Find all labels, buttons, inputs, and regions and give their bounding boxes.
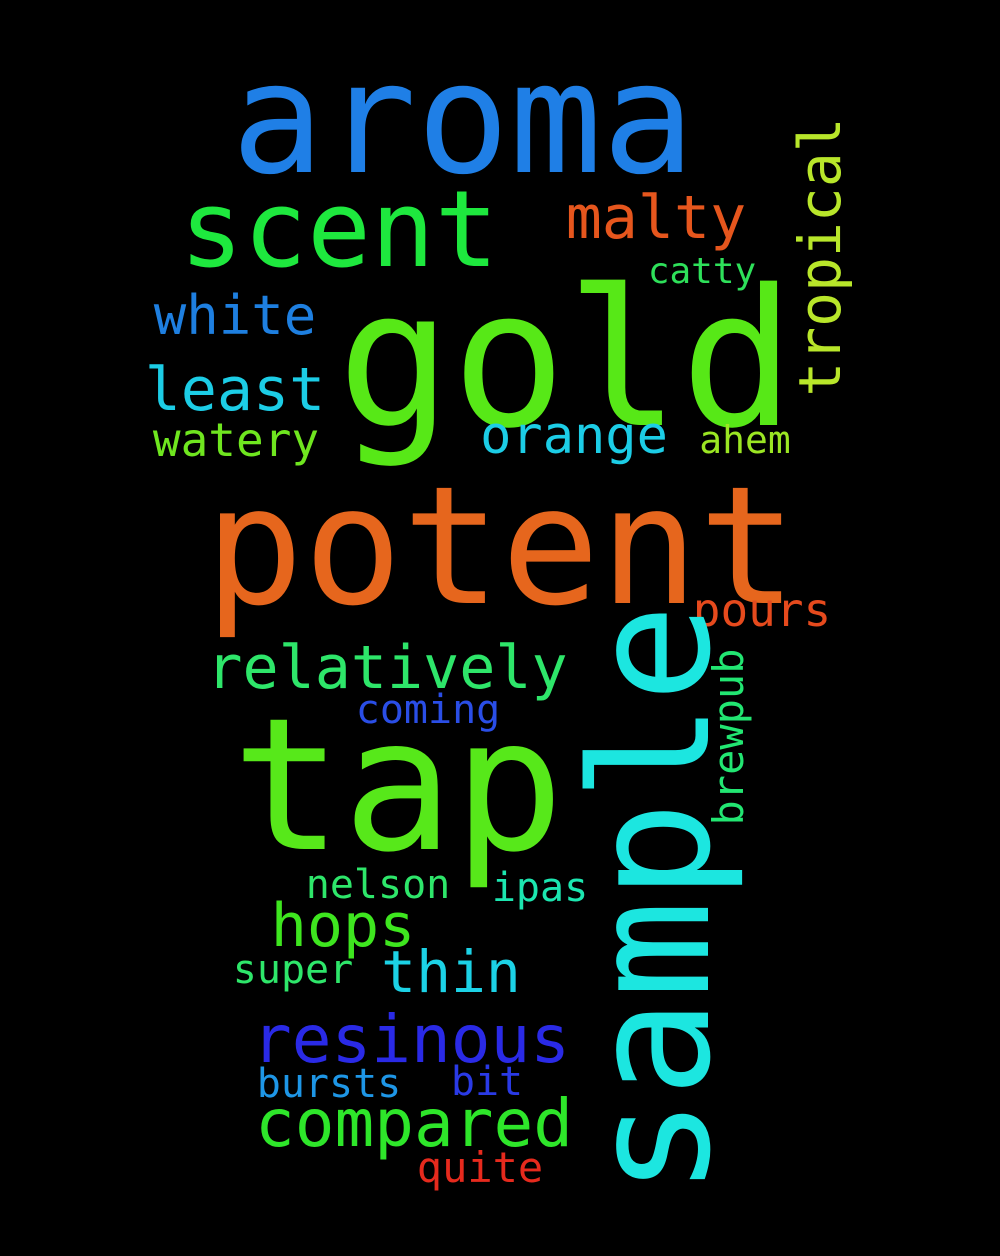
word-aroma: aroma — [231, 30, 695, 209]
word-tap: tap — [231, 679, 565, 893]
word-coming: coming — [355, 687, 501, 733]
word-brewpub: brewpub — [704, 648, 753, 826]
word-nelson: nelson — [305, 862, 451, 908]
word-white: white — [153, 284, 317, 347]
word-scent: scent — [179, 168, 499, 291]
word-least: least — [144, 355, 326, 425]
word-potent: potent — [204, 451, 798, 642]
word-resinous: resinous — [252, 1001, 570, 1078]
word-compared: compared — [255, 1085, 573, 1162]
word-catty: catty — [647, 251, 757, 292]
word-tropical: tropical — [786, 117, 854, 397]
word-relatively: relatively — [206, 633, 568, 703]
word-watery: watery — [152, 413, 320, 467]
word-bit: bit — [450, 1059, 524, 1105]
word-ahem: ahem — [699, 418, 791, 462]
word-malty: malty — [565, 183, 747, 253]
word-ipas: ipas — [491, 865, 589, 911]
word-thin: thin — [381, 938, 521, 1006]
word-super: super — [232, 947, 354, 993]
word-orange: orange — [480, 406, 668, 466]
word-quite: quite — [416, 1143, 544, 1192]
word-bursts: bursts — [256, 1061, 402, 1107]
word-hops: hops — [270, 891, 416, 961]
word-pours: pours — [692, 583, 832, 637]
word-gold: gold — [337, 249, 795, 470]
